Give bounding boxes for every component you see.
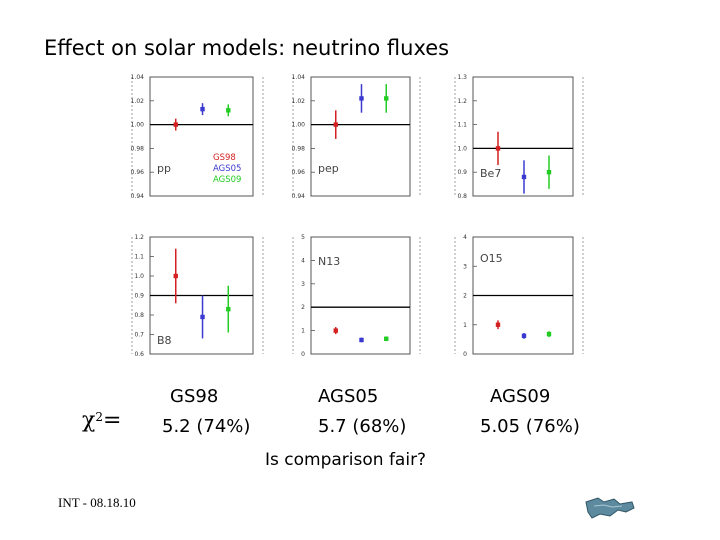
y-tick-label: 0.94	[131, 193, 145, 200]
y-tick-label: 1.1	[457, 122, 467, 129]
y-tick-label: 0	[463, 351, 467, 358]
chi2-value-ags05: 5.7 (68%)	[318, 416, 407, 437]
y-tick-label: 1.04	[131, 74, 145, 81]
data-point-gs98	[173, 122, 178, 127]
data-point-gs98	[333, 328, 338, 333]
chi-squared-label: χ2=	[82, 408, 121, 433]
data-point-gs98	[173, 273, 178, 279]
panel-label: Be7	[480, 167, 501, 180]
data-point-ags05	[359, 337, 364, 343]
y-tick-label: 0.9	[457, 169, 467, 176]
data-point-gs98	[333, 122, 338, 127]
y-tick-label: 1.04	[292, 74, 306, 81]
panel-frame	[310, 76, 411, 197]
y-tick-label: 1.3	[457, 74, 467, 81]
question-text: Is comparison fair?	[265, 450, 427, 470]
panel-label: pp	[157, 162, 171, 175]
legend-entry: AGS05	[213, 164, 241, 174]
data-point-gs98	[495, 322, 501, 327]
y-tick-label: 1.0	[134, 273, 144, 280]
y-tick-label: 0.8	[134, 312, 144, 319]
chi-equals: =	[102, 408, 122, 433]
y-tick-label: 0.98	[292, 145, 306, 152]
data-point-ags09	[384, 336, 389, 341]
y-tick-label: 0.96	[292, 169, 306, 176]
panel-frame	[310, 236, 411, 355]
y-tick-label: 0.98	[131, 145, 145, 152]
y-tick-label: 1.2	[134, 234, 144, 241]
legend-entry: AGS09	[213, 175, 241, 185]
panel-label: pep	[318, 162, 339, 175]
data-point-ags09	[384, 96, 389, 101]
y-tick-label: 1	[463, 322, 467, 329]
data-point-ags09	[226, 306, 231, 312]
y-tick-label: 4	[463, 234, 467, 241]
footer-date: INT - 08.18.10	[58, 495, 136, 510]
data-point-ags05	[521, 174, 527, 180]
y-tick-label: 1.02	[292, 98, 306, 105]
model-name-ags09: AGS09	[490, 386, 551, 407]
model-name-ags05: AGS05	[318, 386, 379, 407]
chi2-value-ags09: 5.05 (76%)	[480, 416, 580, 437]
chi-superscript: 2	[95, 410, 103, 424]
panel-label: O15	[480, 252, 503, 265]
data-point-ags09	[226, 108, 231, 113]
panel-label: N13	[318, 255, 340, 268]
legend-entry: GS98	[213, 153, 236, 163]
y-tick-label: 1.0	[457, 145, 467, 152]
data-point-ags05	[359, 96, 364, 101]
panel-frame	[149, 76, 254, 197]
y-tick-label: 0.8	[457, 193, 467, 200]
y-tick-label: 1	[301, 328, 305, 335]
y-tick-label: 4	[301, 257, 305, 264]
data-point-ags09	[546, 331, 552, 337]
y-tick-label: 1.1	[134, 254, 144, 261]
data-point-ags05	[521, 333, 527, 339]
y-tick-label: 1.2	[457, 98, 467, 105]
y-tick-label: 0.94	[292, 193, 306, 200]
data-point-gs98	[495, 146, 501, 151]
y-tick-label: 0	[301, 351, 305, 358]
y-tick-label: 0.96	[131, 169, 145, 176]
navigation-logo-icon[interactable]	[580, 492, 640, 522]
model-name-gs98: GS98	[170, 386, 219, 407]
data-point-ags05	[200, 106, 205, 112]
y-tick-label: 2	[463, 293, 467, 300]
y-tick-label: 3	[463, 263, 467, 270]
y-tick-label: 1.00	[292, 122, 306, 129]
y-tick-label: 0.9	[134, 293, 144, 300]
chi-symbol: χ	[82, 408, 96, 433]
y-tick-label: 5	[301, 234, 305, 241]
y-tick-label: 3	[301, 281, 305, 288]
y-tick-label: 1.02	[131, 98, 145, 105]
y-tick-label: 1.00	[131, 122, 145, 129]
y-tick-label: 2	[301, 304, 305, 311]
data-point-ags05	[200, 314, 205, 320]
chi2-value-gs98: 5.2 (74%)	[162, 416, 251, 437]
y-tick-label: 0.7	[134, 332, 144, 339]
y-tick-label: 0.6	[134, 351, 144, 358]
panel-label: B8	[157, 334, 172, 347]
data-point-ags09	[546, 170, 552, 175]
slide-title: Effect on solar models: neutrino fluxes	[44, 36, 450, 60]
